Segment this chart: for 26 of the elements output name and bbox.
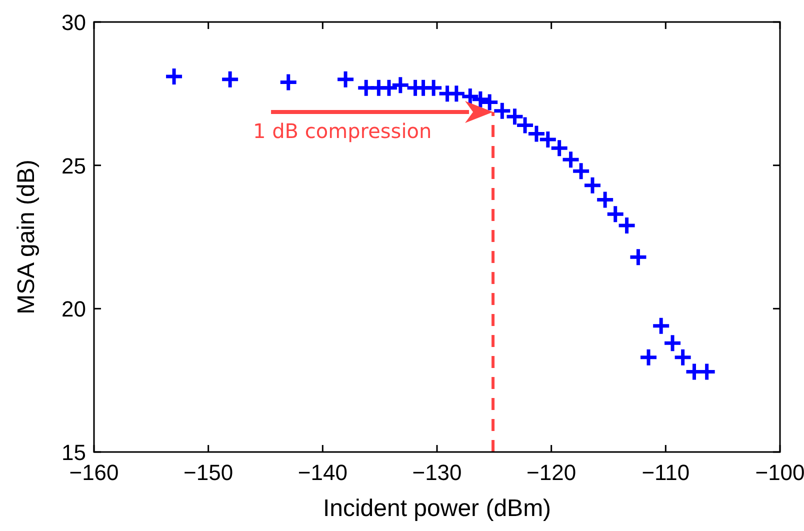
point bbox=[582, 176, 602, 196]
point bbox=[220, 70, 240, 90]
x-tick-label: −100 bbox=[755, 460, 804, 485]
annotation: 1 dB compression bbox=[253, 119, 432, 143]
x-tick-label: −110 bbox=[642, 460, 690, 485]
point bbox=[662, 333, 682, 353]
x-axis-title: Incident power (dBm) bbox=[322, 495, 552, 522]
point bbox=[651, 316, 671, 336]
x-tick-label: −140 bbox=[298, 460, 348, 485]
x-tick-label: −130 bbox=[412, 460, 462, 485]
x-tick-label: −150 bbox=[184, 460, 234, 485]
point bbox=[164, 66, 184, 86]
point bbox=[390, 75, 410, 95]
point bbox=[628, 247, 648, 267]
point bbox=[673, 348, 693, 368]
point bbox=[278, 72, 298, 92]
point bbox=[379, 78, 399, 98]
point bbox=[595, 190, 615, 210]
y-tick-label: 25 bbox=[62, 153, 86, 178]
point bbox=[424, 78, 444, 98]
point bbox=[638, 348, 658, 368]
x-tick-label: −120 bbox=[526, 460, 576, 485]
y-tick-label: 30 bbox=[62, 10, 86, 35]
y-tick-label: 20 bbox=[62, 296, 86, 322]
point bbox=[336, 70, 356, 90]
y-axis-title: MSA gain (dB) bbox=[13, 160, 40, 314]
